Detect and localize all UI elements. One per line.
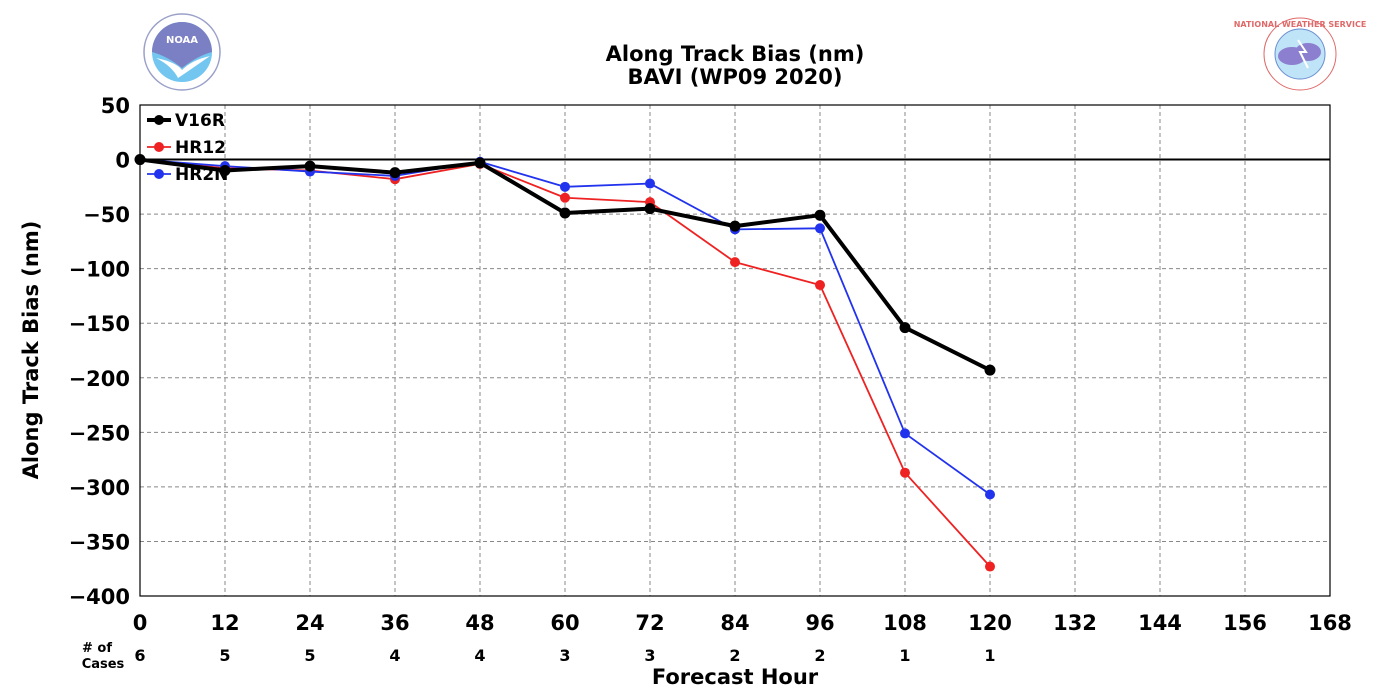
x-tick-label: 0 bbox=[133, 611, 148, 635]
data-point-v16r bbox=[899, 322, 911, 334]
y-tick-label: −250 bbox=[69, 421, 130, 445]
x-tick-label: 156 bbox=[1223, 611, 1267, 635]
data-point-hr2n bbox=[560, 181, 570, 192]
y-tick-labels: 50 0 −50 −100 −150 −200 −250 −300 −350 −400 bbox=[69, 94, 130, 609]
legend-swatch-marker bbox=[154, 169, 164, 179]
y-axis-label: Along Track Bias (nm) bbox=[19, 221, 43, 480]
y-tick-label: −200 bbox=[69, 367, 130, 391]
y-tick-label: −100 bbox=[69, 258, 130, 282]
x-tick-label: 24 bbox=[295, 611, 324, 635]
series-v16r bbox=[134, 154, 996, 376]
case-count: 4 bbox=[389, 646, 400, 665]
chart-subtitle: BAVI (WP09 2020) bbox=[628, 65, 843, 89]
y-tick-label: −400 bbox=[69, 585, 130, 609]
case-count: 5 bbox=[219, 646, 230, 665]
x-tick-labels: 0 12 24 36 48 60 72 84 96 108 120 132 144 156 168 bbox=[133, 611, 1352, 635]
data-point-v16r bbox=[134, 154, 146, 166]
data-point-v16r bbox=[644, 203, 656, 215]
data-point-v16r bbox=[559, 207, 571, 219]
legend-item-hr12: HR12 bbox=[147, 138, 226, 158]
x-tick-label: 168 bbox=[1308, 611, 1352, 635]
y-tick-label: −350 bbox=[69, 530, 130, 554]
legend-label: HR12 bbox=[175, 138, 226, 158]
y-tick-label: −150 bbox=[69, 312, 130, 336]
x-tick-label: 84 bbox=[720, 611, 749, 635]
cases-row: 6 5 5 4 4 3 3 2 2 1 1 bbox=[134, 646, 995, 665]
data-point-hr2n bbox=[985, 489, 995, 500]
case-count: 5 bbox=[304, 646, 315, 665]
data-point-v16r bbox=[389, 167, 401, 179]
y-tick-label: 0 bbox=[115, 149, 130, 173]
data-point-hr12 bbox=[815, 280, 825, 291]
case-count: 1 bbox=[984, 646, 995, 665]
grid-layer bbox=[140, 105, 1330, 596]
chart-title: Along Track Bias (nm) bbox=[606, 42, 865, 66]
data-point-v16r bbox=[729, 220, 741, 232]
noaa-logo: NOAA bbox=[143, 13, 221, 91]
data-point-hr12 bbox=[560, 192, 570, 203]
data-point-hr12 bbox=[730, 257, 740, 268]
legend-label: HR2N bbox=[175, 165, 228, 185]
case-count: 3 bbox=[644, 646, 655, 665]
noaa-logo-text: NOAA bbox=[166, 35, 198, 46]
nws-logo-text: NATIONAL WEATHER SERVICE bbox=[1234, 20, 1367, 29]
x-tick-label: 144 bbox=[1138, 611, 1182, 635]
case-count: 4 bbox=[474, 646, 485, 665]
plot-frame bbox=[139, 104, 1331, 597]
x-tick-label: 60 bbox=[550, 611, 579, 635]
case-count: 6 bbox=[134, 646, 145, 665]
legend-swatch-marker bbox=[154, 115, 164, 125]
data-point-hr12 bbox=[985, 561, 995, 572]
x-tick-label: 72 bbox=[635, 611, 664, 635]
case-count: 2 bbox=[729, 646, 740, 665]
x-tick-label: 132 bbox=[1053, 611, 1097, 635]
legend: V16R HR12 HR2N bbox=[147, 111, 228, 185]
x-tick-label: 120 bbox=[968, 611, 1012, 635]
case-count: 1 bbox=[899, 646, 910, 665]
series-layer bbox=[134, 154, 996, 572]
x-tick-label: 36 bbox=[380, 611, 409, 635]
cases-label-line2: Cases bbox=[82, 657, 125, 672]
x-axis-label: Forecast Hour bbox=[652, 665, 819, 689]
data-point-v16r bbox=[219, 164, 231, 176]
data-point-hr12 bbox=[900, 467, 910, 478]
data-point-hr2n bbox=[815, 223, 825, 234]
nws-logo: NATIONAL WEATHER SERVICE bbox=[1234, 17, 1367, 91]
y-tick-label: −300 bbox=[69, 476, 130, 500]
legend-swatch-marker bbox=[154, 142, 164, 152]
case-count: 3 bbox=[559, 646, 570, 665]
x-tick-label: 48 bbox=[465, 611, 494, 635]
y-tick-label: −50 bbox=[83, 203, 130, 227]
data-point-v16r bbox=[814, 209, 826, 221]
data-point-v16r bbox=[984, 364, 996, 376]
case-count: 2 bbox=[814, 646, 825, 665]
y-tick-label: 50 bbox=[101, 94, 130, 118]
data-point-hr2n bbox=[645, 178, 655, 189]
data-point-v16r bbox=[304, 160, 316, 172]
cases-label-line1: # of bbox=[82, 641, 112, 656]
legend-item-hr2n: HR2N bbox=[147, 165, 228, 185]
x-tick-label: 96 bbox=[805, 611, 834, 635]
data-point-v16r bbox=[474, 157, 486, 169]
legend-label: V16R bbox=[175, 111, 225, 131]
x-tick-label: 12 bbox=[210, 611, 239, 635]
legend-item-v16r: V16R bbox=[147, 111, 225, 131]
x-tick-label: 108 bbox=[883, 611, 927, 635]
data-point-hr2n bbox=[900, 428, 910, 439]
